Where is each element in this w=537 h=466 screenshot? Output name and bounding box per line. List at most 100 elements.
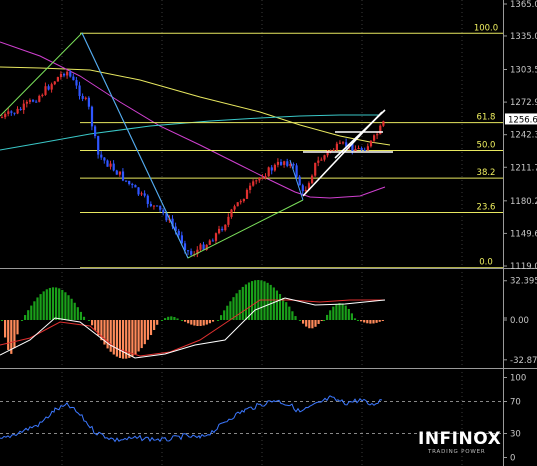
macd-bar-37 bbox=[118, 320, 122, 359]
macd-bar-112 bbox=[356, 320, 360, 321]
candle-body-105 bbox=[326, 150, 329, 156]
candle-body-92 bbox=[286, 161, 289, 166]
candle-body-49 bbox=[152, 205, 156, 207]
candle-body-110 bbox=[342, 142, 345, 144]
candle-body-43 bbox=[134, 185, 137, 188]
candle-body-73 bbox=[227, 216, 230, 225]
candle-body-108 bbox=[335, 143, 338, 151]
macd-bar-93 bbox=[298, 320, 302, 321]
price-candles bbox=[1, 70, 385, 258]
candle-body-120 bbox=[373, 135, 376, 141]
candle-body-42 bbox=[131, 184, 134, 186]
macd-bar-27 bbox=[87, 320, 91, 321]
macd-bar-118 bbox=[375, 320, 378, 323]
macd-bar-23 bbox=[73, 302, 76, 320]
ma-cyan bbox=[0, 114, 380, 151]
price-tick-label-5: 1211.7 bbox=[510, 163, 537, 173]
price-tick-label-2: 1303.5 bbox=[510, 66, 537, 76]
macd-bar-76 bbox=[244, 284, 247, 320]
candle-body-34 bbox=[106, 160, 109, 167]
macd-bar-65 bbox=[208, 320, 211, 324]
candle-body-118 bbox=[366, 146, 369, 151]
candle-body-115 bbox=[357, 147, 360, 150]
macd-bar-4 bbox=[13, 320, 16, 349]
macd-bar-82 bbox=[263, 281, 266, 320]
candle-body-17 bbox=[53, 81, 56, 85]
candle-body-79 bbox=[245, 189, 249, 199]
candle-body-25 bbox=[78, 85, 81, 96]
candle-body-48 bbox=[149, 203, 152, 207]
macd-bar-13 bbox=[42, 291, 45, 320]
candle-body-14 bbox=[44, 86, 47, 95]
candle-body-68 bbox=[211, 240, 214, 242]
macd-bar-35 bbox=[112, 320, 115, 355]
macd-bar-114 bbox=[363, 320, 366, 323]
fib-label-2: 50.0 bbox=[477, 140, 496, 150]
fib-label-1: 61.8 bbox=[477, 113, 496, 123]
candle-body-40 bbox=[125, 180, 128, 182]
candle-body-33 bbox=[103, 157, 106, 161]
macd-bar-7 bbox=[24, 315, 27, 320]
macd-bar-54 bbox=[173, 316, 176, 320]
candle-body-69 bbox=[214, 233, 218, 241]
candle-body-53 bbox=[165, 213, 168, 221]
candle-body-64 bbox=[199, 244, 202, 250]
candle-body-70 bbox=[218, 228, 221, 234]
macd-bar-60 bbox=[193, 320, 196, 326]
candle-body-29 bbox=[90, 106, 94, 127]
candle-body-65 bbox=[202, 244, 205, 250]
macd-bar-102 bbox=[326, 314, 329, 320]
candle-body-37 bbox=[115, 170, 118, 175]
macd-bar-106 bbox=[338, 303, 341, 320]
candle-body-31 bbox=[97, 136, 100, 155]
macd-bar-83 bbox=[266, 282, 269, 320]
macd-bar-45 bbox=[143, 320, 146, 345]
macd-bar-95 bbox=[305, 320, 308, 327]
rsi-tick-label-1: 70 bbox=[510, 398, 521, 408]
candle-body-116 bbox=[360, 147, 363, 150]
macd-bar-94 bbox=[302, 320, 305, 324]
fib-label-0: 100.0 bbox=[474, 23, 498, 33]
candle-body-24 bbox=[75, 80, 78, 86]
macd-bar-8 bbox=[27, 310, 30, 320]
macd-main-line bbox=[0, 297, 386, 359]
candle-body-81 bbox=[252, 181, 255, 186]
macd-bar-43 bbox=[137, 320, 140, 352]
candle-body-0 bbox=[1, 117, 4, 119]
macd-bar-79 bbox=[254, 280, 257, 320]
fib-label-4: 23.6 bbox=[477, 203, 496, 213]
macd-bar-31 bbox=[100, 320, 103, 341]
candle-body-122 bbox=[379, 125, 382, 135]
macd-bar-22 bbox=[70, 298, 73, 320]
macd-bar-103 bbox=[329, 310, 332, 320]
macd-bar-70 bbox=[226, 305, 229, 320]
macd-bar-20 bbox=[64, 292, 67, 320]
macd-bar-12 bbox=[39, 294, 42, 320]
macd-bar-32 bbox=[103, 320, 106, 345]
macd-tick-label-1: 0.00 bbox=[510, 316, 529, 326]
candle-body-100 bbox=[311, 175, 314, 184]
candle-body-28 bbox=[87, 97, 90, 107]
macd-bar-48 bbox=[153, 320, 156, 331]
macd-bar-5 bbox=[16, 320, 19, 335]
candle-body-71 bbox=[221, 228, 224, 231]
candle-body-19 bbox=[59, 73, 63, 78]
macd-bar-25 bbox=[79, 311, 82, 320]
candle-body-101 bbox=[314, 162, 317, 176]
candle-body-93 bbox=[289, 163, 292, 166]
macd-bar-113 bbox=[360, 320, 363, 322]
candle-body-11 bbox=[35, 101, 38, 103]
zigzag-blue bbox=[81, 32, 189, 259]
macd-bar-92 bbox=[294, 316, 297, 320]
macd-bar-63 bbox=[202, 320, 205, 326]
candle-body-61 bbox=[190, 251, 193, 255]
macd-bar-6 bbox=[20, 320, 24, 321]
macd-bar-33 bbox=[106, 320, 109, 349]
candle-body-46 bbox=[143, 193, 146, 196]
macd-bar-116 bbox=[369, 320, 372, 324]
candle-body-107 bbox=[332, 150, 335, 152]
macd-bar-26 bbox=[82, 316, 86, 320]
candle-body-91 bbox=[283, 161, 286, 165]
macd-bar-104 bbox=[332, 306, 335, 320]
macd-bar-61 bbox=[196, 320, 199, 327]
